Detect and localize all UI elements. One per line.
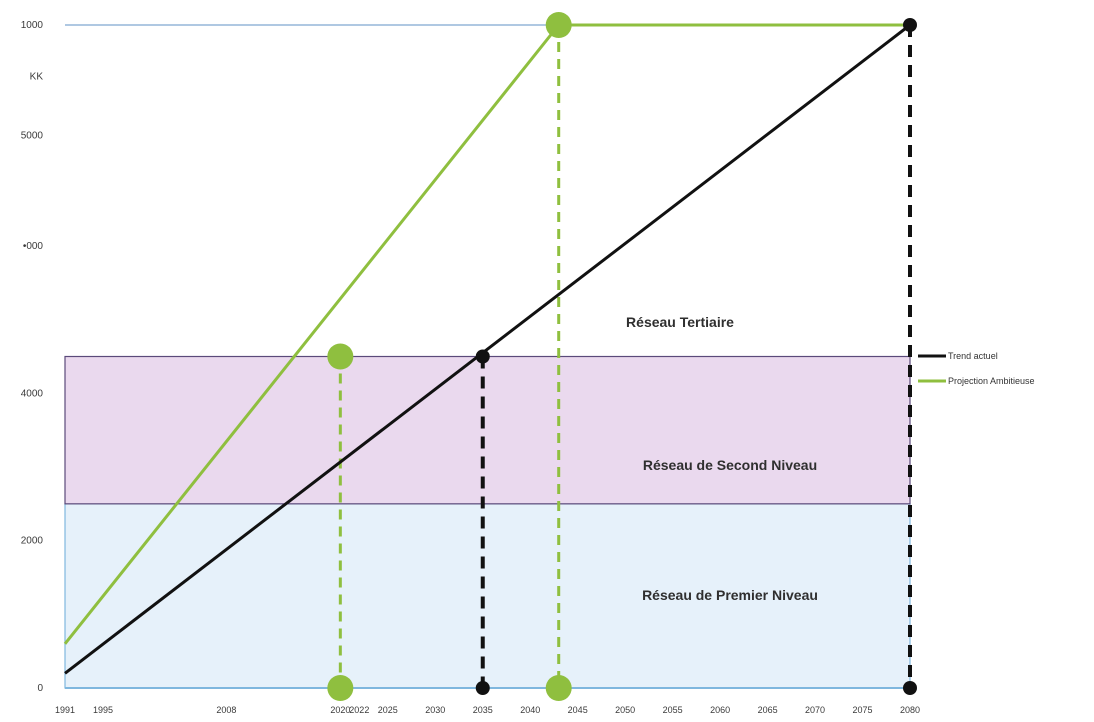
y-tick-label: 5000 [21,131,44,142]
x-tick-label: 2030 [425,705,445,715]
x-tick-label: 1995 [93,705,113,715]
x-tick-label: 2070 [805,705,825,715]
data-point [545,12,572,38]
x-tick-label: 2050 [615,705,635,715]
y-tick-label: 4000 [21,388,44,399]
series-markers [327,12,917,701]
zones [64,355,911,689]
zone-labels: Réseau de Premier Niveau Réseau de Second… [626,314,818,603]
x-tick-label: 2022 [349,705,369,715]
legend-entry: Projection Ambitieuse [948,376,1035,386]
data-point [475,681,490,695]
x-tick-label: 2045 [568,705,588,715]
x-tick-label: 1991 [55,705,75,715]
x-tick-label: 2020 [330,705,350,715]
series-line-0 [64,23,911,675]
zone-band-1 [64,355,911,505]
x-tick-label: 2035 [473,705,493,715]
zone-label-2: Réseau Tertiaire [626,314,734,330]
y-tick-label: 1000 [21,20,44,31]
x-tick-label: 2075 [853,705,873,715]
x-tick-label: 2065 [758,705,778,715]
zone-label-1: Réseau de Second Niveau [643,457,817,473]
data-point [903,18,917,32]
zone-band-0 [64,503,911,689]
y-tick-label: KK [30,72,44,83]
x-tick-label: 2008 [216,705,236,715]
data-point [327,675,354,701]
drop-lines [338,25,912,688]
y-tick-label: •000 [23,241,44,252]
data-point [327,343,354,370]
zone-label-0: Réseau de Premier Niveau [642,587,818,603]
x-tick-label: 2040 [520,705,540,715]
y-tick-label: 0 [37,683,43,694]
data-point [903,681,917,695]
x-tick-label: 2080 [900,705,920,715]
legend: Trend actuel Projection Ambitieuse [918,351,1035,386]
y-axis-ticks: 0 2000 4000 •000 5000 KK 1000 [21,20,44,694]
x-tick-label: 2025 [378,705,398,715]
x-tick-label: 2060 [710,705,730,715]
legend-entry: Trend actuel [948,351,998,361]
data-point [475,349,490,364]
data-point [545,675,572,701]
x-tick-label: 2055 [663,705,683,715]
y-tick-label: 2000 [21,536,44,547]
